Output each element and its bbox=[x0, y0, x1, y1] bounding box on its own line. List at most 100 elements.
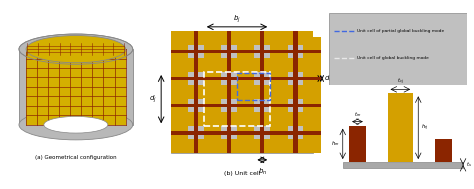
Text: $h_{rj}$: $h_{rj}$ bbox=[421, 123, 428, 133]
Ellipse shape bbox=[44, 116, 108, 133]
Bar bbox=[188, 131, 204, 135]
Bar bbox=[204, 37, 221, 153]
Bar bbox=[188, 50, 204, 53]
Bar bbox=[303, 131, 321, 135]
Bar bbox=[227, 45, 231, 58]
Bar bbox=[435, 139, 452, 162]
Bar bbox=[227, 31, 231, 45]
Bar bbox=[237, 37, 255, 153]
Text: $b_j$: $b_j$ bbox=[233, 13, 241, 25]
Text: (a) Geometrical configuration: (a) Geometrical configuration bbox=[35, 155, 117, 160]
Bar bbox=[303, 37, 321, 153]
Text: $t_{rn}$: $t_{rn}$ bbox=[354, 110, 361, 119]
Ellipse shape bbox=[26, 36, 126, 63]
Bar bbox=[171, 58, 313, 72]
Bar bbox=[227, 72, 231, 85]
Bar bbox=[293, 31, 298, 45]
Bar bbox=[293, 58, 298, 72]
Bar bbox=[270, 50, 288, 53]
Text: $b_n$: $b_n$ bbox=[258, 166, 267, 177]
Bar bbox=[270, 37, 288, 153]
Bar bbox=[293, 72, 298, 85]
Bar bbox=[221, 104, 237, 107]
Text: $h_{rn}$: $h_{rn}$ bbox=[331, 139, 340, 148]
Bar bbox=[194, 58, 198, 72]
Bar bbox=[171, 37, 188, 153]
Bar bbox=[171, 104, 188, 107]
Bar bbox=[171, 50, 188, 53]
Bar bbox=[227, 85, 231, 99]
Bar bbox=[293, 45, 298, 58]
Bar bbox=[303, 50, 321, 53]
Bar bbox=[194, 139, 198, 153]
Bar bbox=[288, 104, 303, 107]
Bar bbox=[194, 31, 198, 45]
Text: Unit cell of global buckling mode: Unit cell of global buckling mode bbox=[357, 56, 429, 60]
Bar bbox=[260, 58, 264, 72]
Bar bbox=[293, 112, 298, 126]
Text: (b) Unit cell: (b) Unit cell bbox=[224, 171, 260, 177]
Bar bbox=[260, 85, 264, 99]
Bar bbox=[171, 139, 313, 153]
Bar bbox=[221, 50, 237, 53]
Bar bbox=[194, 126, 198, 139]
Bar bbox=[194, 99, 198, 112]
Bar bbox=[255, 131, 270, 135]
Bar bbox=[270, 104, 288, 107]
Bar bbox=[255, 50, 270, 53]
Bar bbox=[194, 112, 198, 126]
Bar bbox=[227, 58, 231, 72]
Bar bbox=[171, 112, 313, 126]
Bar bbox=[270, 77, 288, 80]
Bar bbox=[288, 131, 303, 135]
Bar bbox=[260, 31, 264, 45]
Bar bbox=[237, 104, 255, 107]
Bar bbox=[237, 131, 255, 135]
Bar bbox=[204, 77, 221, 80]
Bar bbox=[194, 85, 198, 99]
Bar bbox=[270, 131, 288, 135]
Bar bbox=[255, 104, 270, 107]
Text: $t_s$: $t_s$ bbox=[465, 160, 472, 169]
Bar bbox=[227, 139, 231, 153]
Bar bbox=[221, 77, 237, 80]
Bar bbox=[260, 99, 264, 112]
Bar bbox=[260, 126, 264, 139]
Bar bbox=[255, 77, 270, 80]
Text: $d_j$: $d_j$ bbox=[149, 93, 156, 105]
Bar bbox=[293, 99, 298, 112]
Bar bbox=[260, 72, 264, 85]
Ellipse shape bbox=[19, 34, 133, 64]
Bar bbox=[227, 126, 231, 139]
Bar bbox=[171, 31, 313, 45]
Bar bbox=[260, 139, 264, 153]
Text: Unit cell of partial global buckling mode: Unit cell of partial global buckling mod… bbox=[357, 29, 444, 33]
Bar bbox=[343, 162, 463, 168]
Bar bbox=[188, 77, 204, 80]
Bar bbox=[19, 49, 133, 125]
Bar bbox=[171, 77, 188, 80]
Bar bbox=[227, 112, 231, 126]
Bar bbox=[204, 104, 221, 107]
Bar bbox=[188, 104, 204, 107]
Bar bbox=[303, 104, 321, 107]
Bar bbox=[194, 45, 198, 58]
Bar bbox=[171, 37, 313, 153]
Bar bbox=[171, 131, 188, 135]
Bar bbox=[26, 49, 126, 125]
Bar bbox=[171, 85, 313, 99]
Bar bbox=[303, 77, 321, 80]
Bar bbox=[204, 50, 221, 53]
Bar bbox=[349, 126, 366, 162]
Bar bbox=[293, 85, 298, 99]
Bar bbox=[293, 126, 298, 139]
Bar bbox=[388, 93, 413, 162]
Text: $d_n$: $d_n$ bbox=[324, 73, 333, 84]
Bar bbox=[288, 50, 303, 53]
Bar bbox=[288, 77, 303, 80]
Bar bbox=[237, 77, 255, 80]
Bar bbox=[260, 45, 264, 58]
Text: $t_{cj}$: $t_{cj}$ bbox=[397, 77, 404, 87]
Bar bbox=[227, 99, 231, 112]
Ellipse shape bbox=[19, 110, 133, 140]
